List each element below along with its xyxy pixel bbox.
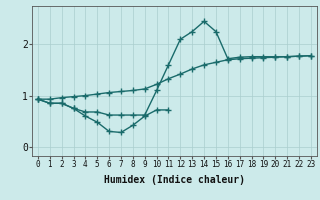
X-axis label: Humidex (Indice chaleur): Humidex (Indice chaleur) bbox=[104, 175, 245, 185]
